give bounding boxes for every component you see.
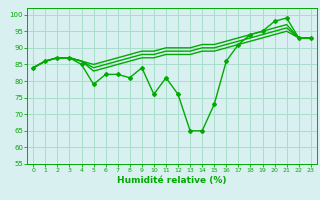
- X-axis label: Humidité relative (%): Humidité relative (%): [117, 176, 227, 185]
